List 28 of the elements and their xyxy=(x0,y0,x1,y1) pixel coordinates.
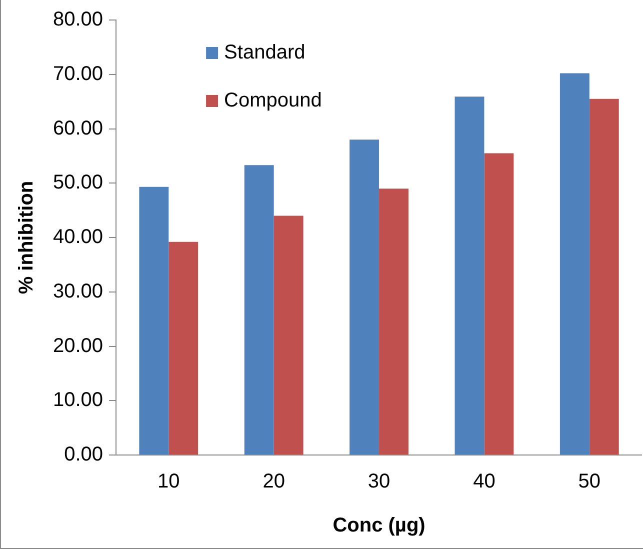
y-tick-label: 60.00 xyxy=(52,117,104,140)
y-axis-title: % inhibition xyxy=(16,180,38,294)
legend-label: Compound xyxy=(224,90,322,112)
bar xyxy=(274,216,304,454)
bar xyxy=(589,98,619,454)
x-axis-title: Conc (µg) xyxy=(332,514,426,537)
bar xyxy=(244,165,274,454)
bar xyxy=(484,153,514,454)
bar xyxy=(139,186,169,454)
y-tick-label: 50.00 xyxy=(52,172,104,194)
y-tick-label: 30.00 xyxy=(52,280,104,302)
y-tick-label: 0.00 xyxy=(64,444,104,466)
bar xyxy=(350,140,380,454)
y-tick-label: 40.00 xyxy=(52,226,104,248)
legend-label: Standard xyxy=(224,42,306,64)
bar xyxy=(168,242,198,454)
bar xyxy=(379,188,408,454)
x-tick-label: 50 xyxy=(578,470,601,493)
y-tick-label: 80.00 xyxy=(52,8,104,31)
bar xyxy=(454,96,484,454)
x-tick-label: 40 xyxy=(473,470,496,493)
x-tick-label: 30 xyxy=(368,470,390,493)
y-tick-label: 70.00 xyxy=(52,62,104,85)
x-tick-label: 20 xyxy=(262,470,285,493)
x-tick-label: 10 xyxy=(158,470,180,493)
bar xyxy=(560,73,590,454)
y-tick-label: 10.00 xyxy=(52,389,104,412)
y-tick-label: 20.00 xyxy=(52,334,104,357)
